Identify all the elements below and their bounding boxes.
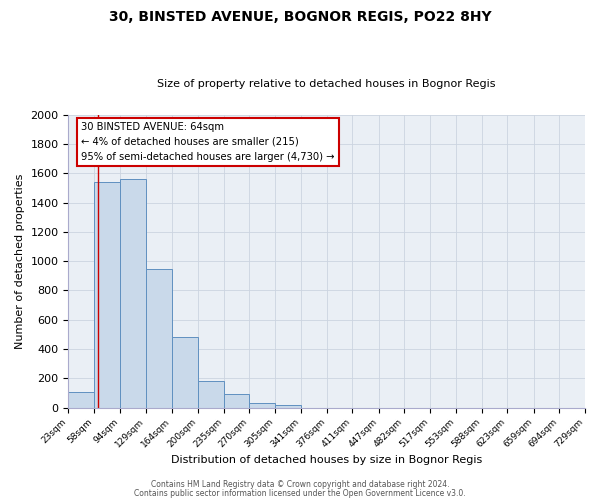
Bar [68, 392, 94, 407]
Text: 30 BINSTED AVENUE: 64sqm
← 4% of detached houses are smaller (215)
95% of semi-d: 30 BINSTED AVENUE: 64sqm ← 4% of detache… [82, 122, 335, 162]
Bar [249, 402, 275, 407]
Bar [275, 404, 301, 407]
Text: 30, BINSTED AVENUE, BOGNOR REGIS, PO22 8HY: 30, BINSTED AVENUE, BOGNOR REGIS, PO22 8… [109, 10, 491, 24]
X-axis label: Distribution of detached houses by size in Bognor Regis: Distribution of detached houses by size … [171, 455, 482, 465]
Y-axis label: Number of detached properties: Number of detached properties [15, 174, 25, 349]
Bar [172, 336, 198, 407]
Bar [121, 179, 146, 408]
Bar [198, 382, 224, 407]
Text: Contains HM Land Registry data © Crown copyright and database right 2024.: Contains HM Land Registry data © Crown c… [151, 480, 449, 489]
Bar [224, 394, 249, 407]
Title: Size of property relative to detached houses in Bognor Regis: Size of property relative to detached ho… [157, 79, 496, 89]
Text: Contains public sector information licensed under the Open Government Licence v3: Contains public sector information licen… [134, 488, 466, 498]
Bar [146, 268, 172, 407]
Bar [94, 182, 121, 408]
